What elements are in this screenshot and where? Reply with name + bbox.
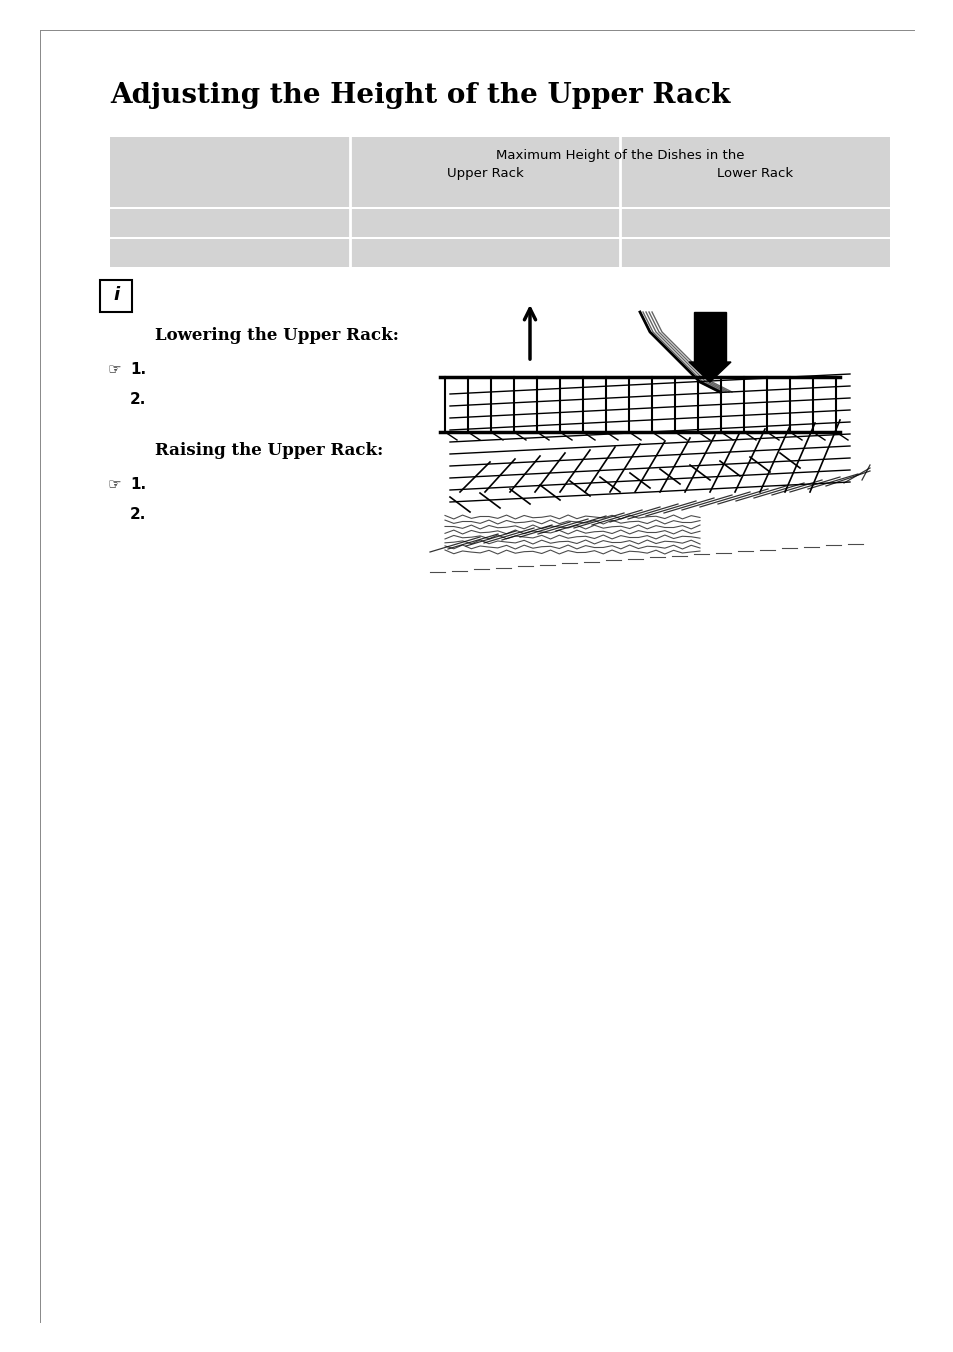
Bar [110,237,889,239]
Bar [110,237,889,266]
Text: Raising the Upper Rack:: Raising the Upper Rack: [154,442,383,458]
Bar [110,137,889,207]
Text: Adjusting the Height of the Upper Rack: Adjusting the Height of the Upper Rack [110,82,729,110]
Text: Maximum Height of the Dishes in the: Maximum Height of the Dishes in the [496,149,743,162]
Text: Lowering the Upper Rack:: Lowering the Upper Rack: [154,327,398,343]
Text: i: i [112,287,119,304]
Text: 2.: 2. [130,507,146,522]
Text: ☞: ☞ [108,362,121,377]
Bar [110,207,889,237]
Text: 2.: 2. [130,392,146,407]
Text: Upper Rack: Upper Rack [446,168,523,180]
Text: 1.: 1. [130,362,146,377]
Polygon shape [688,362,730,383]
Text: 1.: 1. [130,477,146,492]
Bar [693,312,725,362]
Bar [100,280,132,312]
Text: Lower Rack: Lower Rack [717,168,792,180]
Text: ☞: ☞ [108,477,121,492]
Bar [110,207,889,210]
